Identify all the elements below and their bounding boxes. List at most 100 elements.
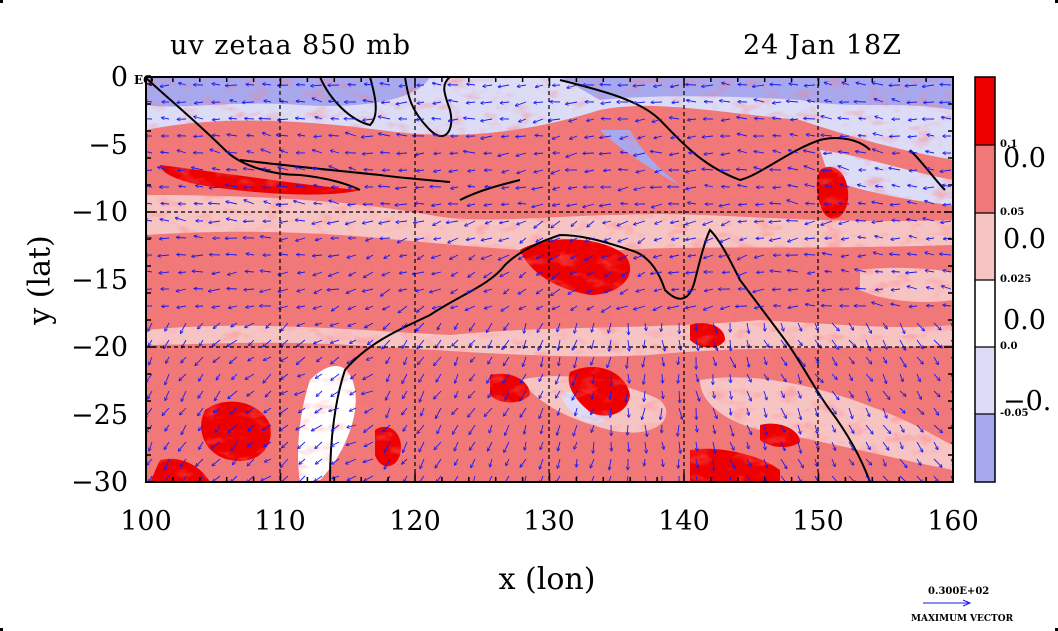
wind-vector — [162, 306, 170, 307]
wind-vector — [739, 204, 748, 205]
wind-vector — [791, 119, 799, 120]
wind-vector — [346, 441, 357, 445]
wind-vector — [436, 373, 442, 382]
wind-vector — [348, 204, 357, 205]
wind-vector — [231, 441, 238, 451]
wind-vector — [788, 150, 799, 154]
wind-vector — [671, 221, 680, 223]
wind-vector — [179, 186, 187, 187]
wind-vector — [611, 373, 612, 385]
wind-vector — [278, 288, 289, 292]
wind-vector — [661, 322, 662, 332]
wind-vector — [161, 203, 170, 204]
wind-vector — [644, 458, 645, 466]
wind-vector — [399, 289, 408, 291]
wind-vector — [736, 306, 748, 307]
wind-vector — [453, 424, 459, 434]
wind-vector — [146, 101, 153, 102]
wind-vector — [899, 390, 906, 396]
wind-vector — [608, 322, 612, 333]
wind-vector — [876, 271, 884, 272]
wind-vector — [230, 407, 238, 414]
wind-vector — [568, 187, 578, 189]
wind-vector — [730, 407, 731, 415]
wind-vector — [644, 424, 647, 436]
wind-vector — [721, 119, 731, 121]
wind-vector — [264, 441, 272, 447]
wind-vector — [654, 254, 663, 257]
wind-vector — [764, 441, 765, 450]
wind-vector — [695, 475, 698, 482]
wind-vector — [660, 407, 662, 420]
wind-vector — [746, 458, 751, 466]
wind-vector — [296, 424, 306, 430]
wind-vector — [192, 271, 204, 272]
wind-vector — [348, 305, 357, 309]
wind-vector — [638, 271, 646, 276]
wind-vector — [231, 322, 238, 327]
wind-vector — [366, 237, 374, 241]
wind-vector — [454, 441, 459, 451]
wind-vector — [524, 322, 527, 333]
wind-vector — [379, 220, 391, 224]
wind-vector — [435, 458, 442, 468]
wind-vector — [773, 187, 782, 188]
wind-vector — [873, 252, 884, 256]
wind-vector — [603, 220, 612, 223]
wind-vector — [873, 149, 884, 154]
wind-vector — [908, 185, 918, 187]
wind-vector — [314, 203, 323, 204]
wind-vector — [434, 441, 442, 450]
wind-vector — [434, 356, 442, 366]
wind-vector — [804, 118, 816, 119]
wind-vector — [808, 272, 816, 274]
coast-borneo-west — [319, 77, 377, 127]
wind-vector — [228, 271, 238, 275]
wind-vector — [208, 288, 221, 291]
wind-vector — [907, 286, 918, 290]
wind-vector — [797, 373, 801, 384]
wind-vector — [313, 168, 323, 171]
wind-vector — [747, 407, 749, 415]
wind-vector — [916, 424, 923, 432]
wind-vector — [855, 269, 867, 273]
wind-vector — [263, 339, 272, 347]
wind-vector — [669, 272, 680, 273]
wind-vector — [521, 373, 527, 383]
wind-vector — [395, 204, 408, 205]
wind-vector — [571, 305, 578, 310]
wind-vector — [516, 136, 527, 137]
wind-vector — [212, 135, 221, 136]
wind-vector — [198, 390, 204, 398]
wind-vector — [247, 135, 255, 136]
wind-vector — [327, 220, 340, 224]
wind-vector — [535, 84, 544, 87]
wind-vector — [626, 390, 629, 402]
wind-vector — [263, 187, 272, 188]
wind-vector — [418, 356, 425, 365]
wind-vector — [489, 424, 493, 433]
wind-vector — [587, 220, 595, 227]
wind-vector — [848, 373, 852, 381]
wind-vector — [249, 339, 255, 346]
wind-vector — [540, 458, 544, 469]
wind-vector — [773, 102, 782, 103]
wind-vector — [297, 255, 306, 256]
wind-vector — [314, 475, 323, 481]
colorbar-level-label: 0.025 — [1000, 274, 1032, 285]
wind-vector — [672, 102, 680, 103]
wind-vector — [384, 475, 391, 482]
wind-vector — [738, 84, 748, 85]
wind-vector — [485, 220, 493, 224]
wind-vector — [278, 119, 289, 120]
wind-vector — [364, 441, 374, 447]
wind-vector — [643, 373, 645, 384]
wind-vector — [362, 220, 374, 223]
wind-vector — [313, 271, 323, 276]
wind-vector — [430, 288, 442, 292]
wind-vector — [465, 220, 476, 226]
wind-vector — [585, 254, 595, 260]
wind-vector — [848, 475, 856, 482]
wind-vector — [678, 424, 680, 436]
wind-vector — [227, 152, 238, 153]
